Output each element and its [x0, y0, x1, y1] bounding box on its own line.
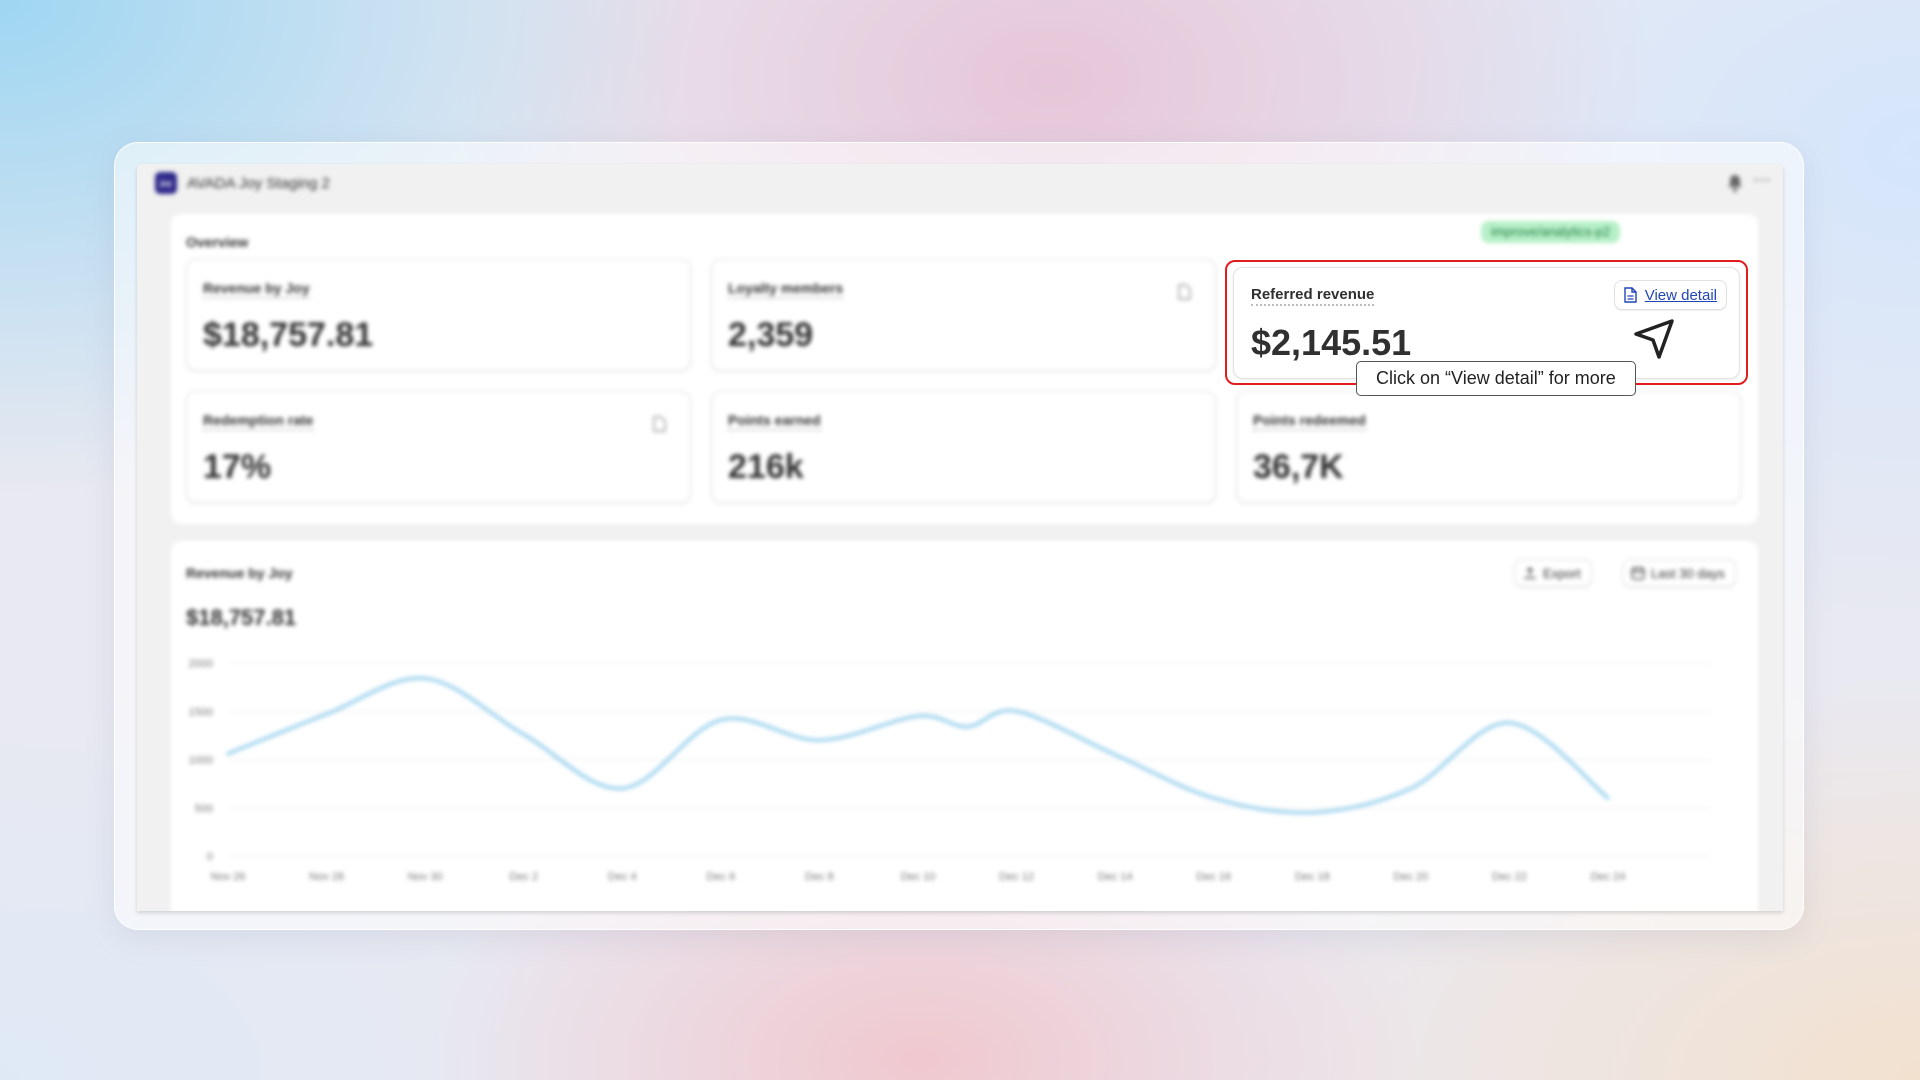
series-line — [226, 676, 1610, 815]
metric-card-loyalty-members[interactable]: Loyalty members 2,359 — [711, 259, 1216, 371]
x-tick-label: Dec 12 — [999, 871, 1034, 883]
overview-title: Overview — [186, 234, 249, 250]
y-tick-label: 1000 — [189, 755, 213, 767]
document-icon[interactable] — [653, 416, 666, 432]
date-range-label: Last 30 days — [1651, 565, 1725, 581]
x-tick-label: Nov 30 — [408, 871, 443, 883]
metric-label: Loyalty members — [728, 280, 844, 299]
metric-value: 216k — [728, 448, 804, 486]
bell-icon[interactable] — [1727, 174, 1743, 192]
x-tick-label: Dec 22 — [1492, 871, 1527, 883]
metric-value: $18,757.81 — [203, 316, 374, 354]
metric-card-points-redeemed[interactable]: Points redeemed 36,7K — [1236, 391, 1741, 503]
x-tick-label: Nov 26 — [211, 871, 246, 883]
x-tick-label: Dec 20 — [1393, 871, 1428, 883]
calendar-icon — [1631, 567, 1645, 580]
x-tick-label: Dec 18 — [1295, 871, 1330, 883]
view-detail-button[interactable]: View detail — [1613, 280, 1727, 310]
branch-tag: improve/analytics-p2 — [1481, 221, 1621, 243]
metric-value: 2,359 — [728, 316, 814, 354]
upload-icon — [1524, 566, 1536, 579]
metric-label: Redemption rate — [203, 412, 314, 431]
x-tick-label: Nov 28 — [309, 871, 344, 883]
x-tick-label: Dec 8 — [805, 871, 834, 883]
y-tick-label: 0 — [207, 851, 213, 863]
title-bar: joy AVADA Joy Staging 2 ··· — [137, 164, 1783, 202]
metric-label: Revenue by Joy — [203, 280, 310, 299]
revenue-line-chart: 0 500 1000 1500 2000 Nov 26 Nov 28 Nov 30 Dec 2 D… — [189, 658, 1711, 883]
chart-total: $18,757.81 — [186, 605, 297, 630]
document-icon[interactable] — [1178, 284, 1191, 300]
metric-card-revenue[interactable]: Revenue by Joy $18,757.81 — [186, 259, 691, 371]
document-icon — [1624, 287, 1637, 303]
view-detail-label: View detail — [1644, 286, 1717, 304]
chart-title: Revenue by Joy — [186, 565, 293, 581]
metric-label: Points redeemed — [1253, 412, 1366, 431]
x-tick-label: Dec 10 — [901, 871, 936, 883]
app-logo: joy — [155, 172, 177, 194]
metric-card-points-earned[interactable]: Points earned 216k — [711, 391, 1216, 503]
metric-label: Referred revenue — [1251, 286, 1375, 306]
y-tick-label: 500 — [195, 803, 213, 815]
y-tick-label: 1500 — [189, 706, 213, 718]
tooltip: Click on “View detail” for more — [1356, 361, 1636, 396]
x-tick-label: Dec 16 — [1196, 871, 1231, 883]
metric-value: 36,7K — [1253, 448, 1344, 486]
x-tick-label: Dec 2 — [509, 871, 538, 883]
more-options-icon[interactable]: ··· — [1753, 169, 1771, 189]
x-tick-label: Dec 6 — [706, 871, 735, 883]
metric-value: $2,145.51 — [1251, 322, 1412, 363]
metric-card-redemption-rate[interactable]: Redemption rate 17% — [186, 391, 691, 503]
x-tick-label: Dec 24 — [1591, 871, 1626, 883]
x-tick-label: Dec 14 — [1098, 871, 1133, 883]
x-tick-label: Dec 4 — [608, 871, 637, 883]
overview-card: Overview improve/analytics-p2 Revenue by… — [171, 214, 1758, 524]
export-label: Export — [1543, 565, 1581, 581]
export-button[interactable]: Export — [1514, 559, 1592, 587]
metric-value: 17% — [203, 448, 272, 486]
date-range-button[interactable]: Last 30 days — [1622, 559, 1736, 587]
cursor-arrow-icon — [1634, 319, 1674, 359]
revenue-chart-card: Revenue by Joy $18,757.81 Export Last 30… — [171, 541, 1758, 911]
metric-label: Points earned — [728, 412, 821, 431]
metric-card-referred-revenue[interactable]: Referred revenue $2,145.51 View detail — [1233, 267, 1740, 379]
y-tick-label: 2000 — [189, 658, 213, 670]
app-title: AVADA Joy Staging 2 — [187, 175, 330, 192]
